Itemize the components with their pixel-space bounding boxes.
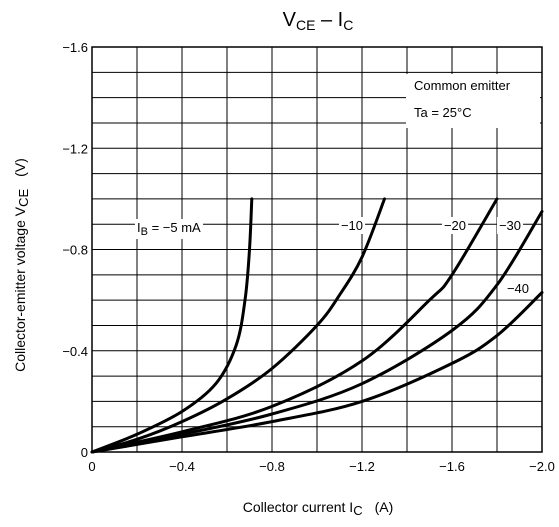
curve-ib-0 [90,197,254,454]
y-axis-label: Collector-emitter voltage VCE(V) [12,158,31,372]
x-axis-label: Collector current IC (A) [243,499,394,518]
title-mid: – I [315,9,343,31]
x-tick-label: −0.4 [169,459,195,474]
curve-labels: IB = −5 mA −10 −20 −30 −40 [135,217,532,297]
plot-frame [91,46,543,453]
curve-ib-1 [90,197,386,454]
y-tick-label: 0 [81,445,88,460]
curve-ib-4 [90,291,544,454]
curve-ib-2 [90,197,499,454]
y-tick-label: −0.8 [62,243,88,258]
x-tick-label: −1.6 [439,459,465,474]
curve-label-0: IB = −5 mA [137,220,201,238]
x-tick-label: −0.8 [259,459,285,474]
curve-ib-3 [90,210,544,454]
y-tick-label: −0.4 [62,344,88,359]
title-sub-ce: CE [296,17,315,33]
curve-label-background [504,280,532,297]
tick-labels: 0 −0.4 −0.8 −1.2 −1.6 −2.0 0 −0.4 −0.8 −1.2 −1.6 [62,40,555,474]
curve-label-background [496,217,524,234]
curve-label-background [338,217,366,234]
curve-label-3: −30 [499,218,521,233]
curve-label-2: −20 [444,218,466,233]
title-v: V [283,9,297,31]
x-tick-label: −2.0 [529,459,555,474]
curve-label-background [135,219,204,239]
y-tick-label: −1.2 [62,141,88,156]
annotation-background [406,74,540,128]
x-tick-label: −1.2 [349,459,375,474]
curve-label-1: −10 [341,218,363,233]
annotation-line-1: Common emitter [414,78,511,93]
x-tick-label: 0 [88,459,95,474]
title-sub-c: C [343,17,353,33]
y-tick-label: −1.6 [62,40,88,55]
curve-label-background [441,217,469,234]
chart-title: VCE – IC [283,9,354,33]
curve-label-4: −40 [507,281,529,296]
annotation-line-2: Ta = 25°C [414,105,472,120]
curves [90,197,544,454]
